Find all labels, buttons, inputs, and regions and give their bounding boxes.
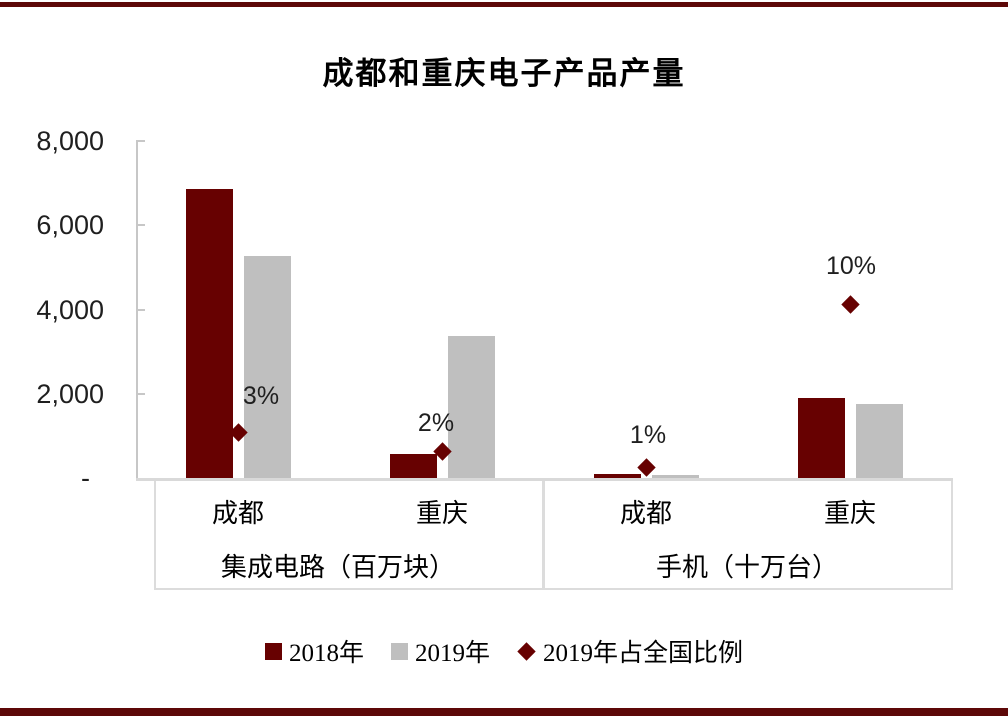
y-axis-tick xyxy=(136,224,145,227)
bar-2019年-成都-0 xyxy=(243,256,291,478)
category-label-0: 成都 xyxy=(211,499,265,528)
legend-swatch-2018 xyxy=(264,642,282,660)
y-axis-tick xyxy=(136,392,145,395)
bar-2019年-重庆-1 xyxy=(447,336,495,478)
legend-item-ratio: 2019年占全国比例 xyxy=(517,633,743,669)
y-tick-label: - xyxy=(81,463,90,493)
y-axis-tick xyxy=(136,140,145,142)
legend-item-2018: 2018年 xyxy=(264,633,364,669)
category-label-2: 成都 xyxy=(619,499,673,528)
group-label-0: 集成电路（百万块） xyxy=(220,553,456,582)
x-axis-line xyxy=(136,478,953,481)
top-accent-bar xyxy=(0,2,1008,7)
group-label-1: 手机（十万台） xyxy=(655,553,839,582)
legend-diamond-icon xyxy=(517,641,536,661)
bar-2019年-重庆-3 xyxy=(855,403,903,478)
y-tick-label: 8,000 xyxy=(36,126,104,156)
legend-label-2018: 2018年 xyxy=(288,640,364,667)
bar-2019年-成都-2 xyxy=(651,474,699,478)
y-axis-tick xyxy=(136,308,145,311)
bar-2018年-重庆-3 xyxy=(797,397,845,478)
y-tick-label: 6,000 xyxy=(36,210,104,241)
legend-label-ratio: 2019年占全国比例 xyxy=(543,640,744,667)
ratio-value-label-0: 3% xyxy=(242,381,280,410)
category-axis-box xyxy=(154,481,953,590)
chart-title: 成都和重庆电子产品产量 xyxy=(322,56,686,91)
legend-swatch-2019 xyxy=(390,642,408,660)
bar-2018年-重庆-1 xyxy=(389,453,437,478)
legend: 2018年 2019年 2019年占全国比例 xyxy=(0,633,1008,669)
y-tick-label: 2,000 xyxy=(36,378,104,409)
ratio-diamond-marker-3 xyxy=(840,295,860,315)
bar-2018年-成都-2 xyxy=(593,473,641,478)
bottom-accent-bar xyxy=(0,708,1008,716)
ratio-value-label-1: 2% xyxy=(417,409,455,438)
category-label-1: 重庆 xyxy=(415,499,469,528)
category-group-divider xyxy=(542,481,545,588)
y-tick-label: 4,000 xyxy=(36,294,104,325)
legend-item-2019: 2019年 xyxy=(390,633,490,669)
ratio-value-label-3: 10% xyxy=(825,251,877,280)
bar-2018年-成都-0 xyxy=(185,189,233,478)
category-label-3: 重庆 xyxy=(823,499,877,528)
legend-label-2019: 2019年 xyxy=(414,640,490,667)
ratio-value-label-2: 1% xyxy=(629,421,667,450)
